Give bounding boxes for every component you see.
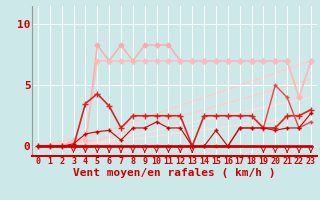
X-axis label: Vent moyen/en rafales ( km/h ): Vent moyen/en rafales ( km/h ) [73,168,276,178]
